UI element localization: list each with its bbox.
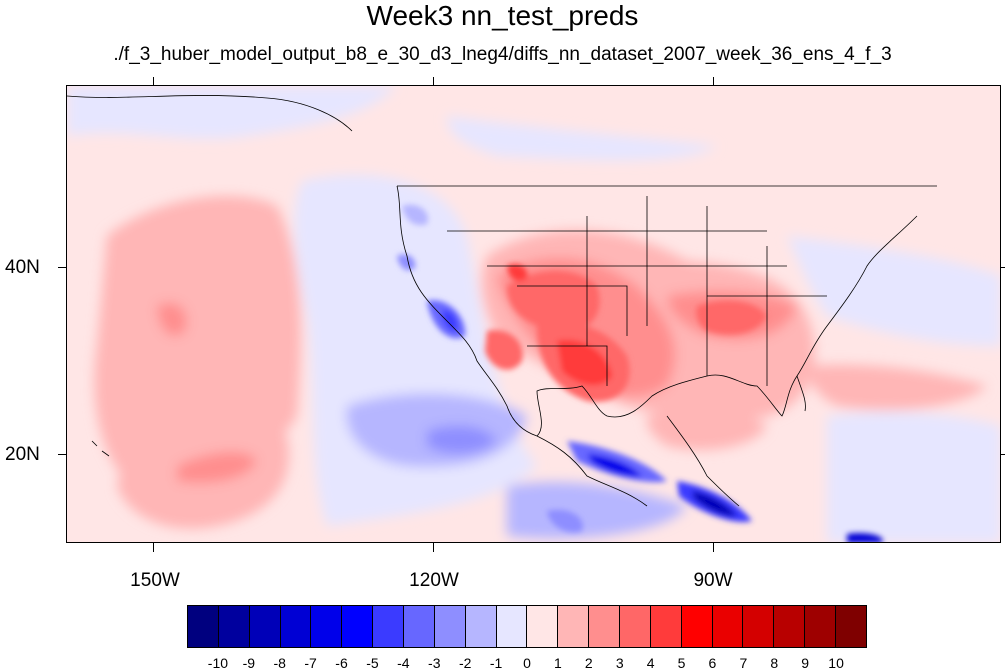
colorbar-box <box>280 606 312 647</box>
colorbar-label: 7 <box>739 655 748 671</box>
colorbar-label: -2 <box>458 655 472 671</box>
lat-tick-20n-left <box>58 454 67 455</box>
colorbar-label: -9 <box>242 655 256 671</box>
lon-tick-120w-top <box>433 77 434 86</box>
colorbar-label: 5 <box>677 655 686 671</box>
colorbar-box <box>650 606 682 647</box>
lat-tick-20n-right <box>1000 454 1005 455</box>
plot-subtitle: ./f_3_huber_model_output_b8_e_30_d3_lneg… <box>113 44 892 65</box>
colorbar-box <box>620 606 651 647</box>
colorbar-label: -4 <box>397 655 410 671</box>
colorbar-box <box>836 606 866 647</box>
lon-tick-150w <box>153 543 154 552</box>
lon-tick-120w <box>433 543 434 552</box>
colorbar-box <box>558 606 590 647</box>
colorbar-label: 0 <box>523 655 531 671</box>
colorbar-label: 8 <box>770 655 779 671</box>
colorbar-label: 2 <box>584 655 593 671</box>
lon-tick-90w-top <box>713 77 714 86</box>
colorbar-box <box>249 606 281 647</box>
colorbar-box <box>311 606 343 647</box>
lon-label-150w: 150W <box>130 570 180 591</box>
colorbar-label: -6 <box>335 655 348 671</box>
colorbar-label: 10 <box>828 655 844 671</box>
colorbar-label: -3 <box>428 655 441 671</box>
colorbar-box <box>218 606 250 647</box>
lon-label-90w: 90W <box>693 570 733 591</box>
colorbar-label: 3 <box>615 655 624 671</box>
colorbar-label: -1 <box>489 655 503 671</box>
colorbar-label: 9 <box>801 655 810 671</box>
colorbar-box <box>188 606 219 647</box>
colorbar-label: 4 <box>646 655 655 671</box>
lat-tick-40n-right <box>1000 267 1005 268</box>
colorbar-box <box>589 606 621 647</box>
lon-label-120w: 120W <box>409 570 459 591</box>
colorbar-label: 1 <box>554 655 562 671</box>
map-plot-area <box>67 86 1001 543</box>
colorbar-box <box>496 606 528 647</box>
colorbar-box <box>805 606 837 647</box>
colorbar-label: -10 <box>207 655 229 671</box>
colorbar-box <box>342 606 374 647</box>
anomaly-map <box>67 86 1001 543</box>
coastlines <box>67 95 937 507</box>
colorbar-label: 6 <box>708 655 717 671</box>
lon-tick-150w-top <box>153 77 154 86</box>
lat-label-40n: 40N <box>5 257 40 278</box>
colorbar-label: -8 <box>273 655 286 671</box>
colorbar-box <box>404 606 435 647</box>
plot-title: Week3 nn_test_preds <box>366 0 639 31</box>
colorbar-box <box>712 606 744 647</box>
colorbar-box <box>465 606 497 647</box>
lat-label-20n: 20N <box>5 444 40 465</box>
colorbar-label: -5 <box>366 655 379 671</box>
colorbar <box>187 605 867 648</box>
lat-tick-40n-left <box>58 267 67 268</box>
colorbar-box <box>743 606 775 647</box>
colorbar-box <box>434 606 466 647</box>
colorbar-box <box>527 606 559 647</box>
colorbar-box <box>774 606 806 647</box>
colorbar-box <box>681 606 713 647</box>
lon-tick-90w <box>713 543 714 552</box>
colorbar-label: -7 <box>304 655 317 671</box>
colorbar-box <box>373 606 405 647</box>
